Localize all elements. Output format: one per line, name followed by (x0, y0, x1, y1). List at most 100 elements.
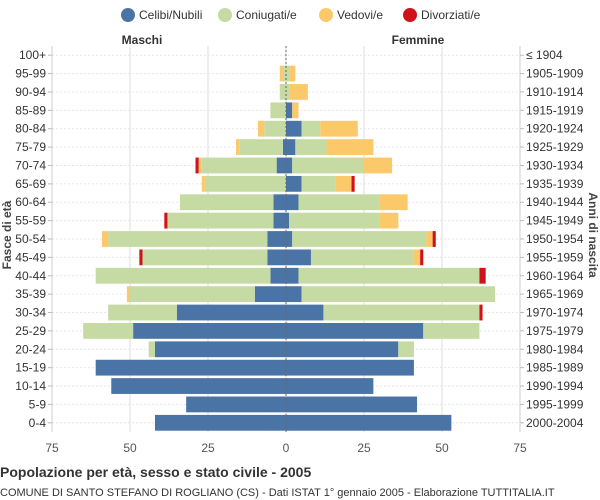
bar-female-divorziate-7 (351, 175, 355, 192)
bar-male-celibi-15 (133, 323, 286, 339)
bar-male-celibi-20 (154, 414, 286, 431)
bar-female-nubili-17 (286, 359, 414, 376)
bar-male-coniugati-4 (264, 120, 286, 137)
legend-marker-3 (403, 8, 417, 22)
bar-female-divorziate-10 (432, 231, 436, 247)
bar-female-nubili-7 (286, 175, 302, 192)
age-group-label-4: 80-84 (15, 122, 46, 136)
left-side-label: Maschi (122, 33, 163, 47)
age-group-label-5: 75-79 (15, 140, 46, 154)
bar-male-celibi-18 (111, 378, 286, 394)
birth-year-label-11: 1955-1959 (526, 250, 584, 264)
bar-male-celibi-17 (95, 359, 287, 376)
bar-male-celibi-10 (267, 231, 286, 247)
bar-female-nubili-15 (286, 323, 424, 339)
birth-year-label-12: 1960-1964 (526, 269, 584, 283)
birth-year-label-3: 1915-1919 (526, 103, 584, 117)
bar-female-coniugate-7 (301, 175, 336, 192)
bar-male-celibi-5 (282, 139, 286, 155)
age-group-label-18: 10-14 (15, 379, 46, 393)
bar-male-vedovi-4 (257, 120, 265, 137)
bar-male-coniugati-13 (130, 286, 255, 303)
bar-female-nubili-16 (286, 341, 399, 358)
birth-year-label-0: ≤ 1904 (526, 48, 563, 62)
age-group-label-8: 60-64 (15, 195, 46, 209)
bar-male-vedovi-7 (201, 175, 205, 192)
x-tick-label-3: 0 (283, 441, 290, 455)
age-group-label-1: 95-99 (15, 67, 46, 81)
legend: Celibi/Nubili Coniugati/e Vedovi/e Divorzia… (121, 8, 481, 22)
bar-male-celibi-19 (186, 396, 286, 413)
bar-female-coniugate-2 (286, 84, 290, 100)
bar-male-coniugati-15 (83, 323, 134, 339)
legend-label-0: Celibi/Nubili (139, 8, 202, 22)
age-group-label-13: 35-39 (15, 287, 46, 301)
birth-year-label-6: 1930-1934 (526, 158, 584, 172)
age-group-label-12: 40-44 (15, 269, 46, 283)
bar-male-divorziati-6 (195, 157, 199, 174)
birth-year-label-16: 1980-1984 (526, 342, 584, 356)
bar-female-coniugate-1 (286, 65, 290, 82)
legend-marker-1 (218, 8, 232, 22)
birth-year-label-19: 1995-1999 (526, 397, 584, 411)
bar-male-vedovi-6 (198, 157, 202, 174)
legend-label-2: Vedovi/e (337, 8, 383, 22)
legend-marker-0 (121, 8, 135, 22)
bar-male-celibi-13 (254, 286, 286, 303)
birth-year-label-18: 1990-1994 (526, 379, 584, 393)
birth-year-label-17: 1985-1989 (526, 361, 584, 375)
birth-year-label-20: 2000-2004 (526, 416, 584, 430)
legend-label-1: Coniugati/e (236, 8, 297, 22)
chart-subtitle: COMUNE DI SANTO STEFANO DI ROGLIANO (CS)… (0, 487, 555, 499)
bar-female-vedove-6 (364, 157, 393, 174)
bar-male-coniugati-6 (201, 157, 277, 174)
bar-male-celibi-12 (270, 267, 286, 284)
bar-female-vedove-11 (413, 249, 421, 266)
bar-female-nubili-6 (286, 157, 293, 174)
birth-year-label-9: 1945-1949 (526, 214, 584, 228)
birth-year-label-7: 1935-1939 (526, 177, 584, 191)
bar-female-divorziate-11 (420, 249, 424, 266)
age-group-label-6: 70-74 (15, 158, 46, 172)
bar-female-coniugate-12 (298, 267, 480, 284)
age-group-label-14: 30-34 (15, 306, 46, 320)
age-group-label-10: 50-54 (15, 232, 46, 246)
age-group-label-3: 85-89 (15, 103, 46, 117)
x-tick-label-0: 75 (45, 441, 59, 455)
x-tick-label-6: 75 (513, 441, 527, 455)
bar-female-divorziate-14 (479, 304, 483, 321)
bar-female-vedove-8 (379, 194, 408, 211)
age-group-label-20: 0-4 (29, 416, 47, 430)
bar-male-coniugati-10 (108, 231, 268, 247)
birth-year-label-1: 1905-1909 (526, 67, 584, 81)
bar-female-coniugate-16 (398, 341, 414, 358)
bar-female-coniugate-13 (301, 286, 496, 303)
bar-female-nubili-18 (286, 378, 374, 394)
bar-male-celibi-11 (267, 249, 286, 266)
bar-female-coniugate-10 (292, 231, 427, 247)
age-group-label-7: 65-69 (15, 177, 46, 191)
age-group-label-19: 5-9 (29, 397, 47, 411)
bar-male-celibi-8 (273, 194, 286, 211)
x-tick-label-4: 25 (357, 441, 371, 455)
bar-male-coniugati-1 (282, 65, 286, 82)
bar-male-coniugati-11 (142, 249, 268, 266)
bar-female-vedove-2 (289, 84, 308, 100)
bar-female-nubili-8 (286, 194, 299, 211)
bar-female-nubili-19 (286, 396, 418, 413)
age-group-label-0: 100+ (19, 48, 46, 62)
bar-male-coniugati-16 (148, 341, 155, 358)
birth-year-label-5: 1925-1929 (526, 140, 584, 154)
bar-female-nubili-20 (286, 414, 452, 431)
birth-year-label-10: 1950-1954 (526, 232, 584, 246)
bar-male-celibi-9 (273, 212, 286, 229)
bar-male-coniugati-3 (270, 102, 286, 119)
bar-female-nubili-13 (286, 286, 302, 303)
bar-female-coniugate-4 (301, 120, 321, 137)
bar-female-nubili-4 (286, 120, 302, 137)
bar-female-nubili-5 (286, 139, 296, 155)
bar-female-vedove-9 (379, 212, 399, 229)
bar-male-coniugati-5 (239, 139, 283, 155)
age-group-label-15: 25-29 (15, 324, 46, 338)
